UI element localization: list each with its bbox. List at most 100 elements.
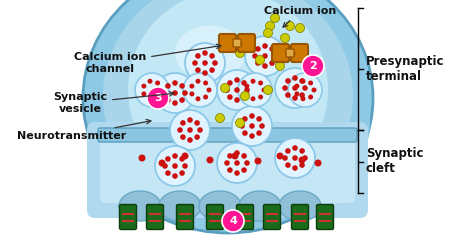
Circle shape	[292, 165, 298, 171]
Circle shape	[207, 88, 211, 93]
Circle shape	[285, 22, 294, 31]
Text: Synaptic
cleft: Synaptic cleft	[366, 148, 423, 176]
Circle shape	[135, 73, 169, 107]
Circle shape	[182, 153, 189, 159]
Circle shape	[203, 80, 208, 86]
Circle shape	[294, 84, 300, 89]
Circle shape	[285, 92, 291, 98]
Circle shape	[299, 92, 305, 98]
Circle shape	[249, 113, 255, 119]
Text: 2: 2	[309, 61, 317, 71]
Circle shape	[256, 130, 262, 136]
Circle shape	[162, 163, 168, 169]
Circle shape	[224, 160, 230, 166]
Text: Synaptic
vesicle: Synaptic vesicle	[53, 92, 174, 114]
Circle shape	[179, 83, 185, 89]
FancyBboxPatch shape	[207, 205, 224, 229]
Circle shape	[222, 210, 244, 232]
Circle shape	[275, 62, 284, 70]
Ellipse shape	[119, 191, 161, 221]
FancyBboxPatch shape	[291, 44, 308, 62]
Circle shape	[269, 46, 275, 52]
Circle shape	[195, 96, 201, 101]
Circle shape	[249, 123, 255, 129]
Circle shape	[187, 117, 193, 123]
Circle shape	[202, 60, 208, 66]
FancyBboxPatch shape	[98, 128, 357, 142]
Circle shape	[244, 87, 250, 93]
Circle shape	[195, 67, 201, 73]
Circle shape	[315, 159, 321, 166]
Circle shape	[241, 153, 247, 159]
Circle shape	[301, 96, 306, 101]
Circle shape	[172, 100, 178, 106]
Circle shape	[285, 148, 291, 154]
Circle shape	[292, 145, 298, 151]
Circle shape	[302, 55, 324, 77]
Circle shape	[162, 90, 168, 96]
Ellipse shape	[90, 73, 170, 183]
FancyBboxPatch shape	[119, 205, 137, 229]
Circle shape	[299, 156, 306, 163]
Circle shape	[141, 84, 146, 89]
Circle shape	[250, 79, 255, 84]
Circle shape	[165, 83, 171, 89]
Circle shape	[158, 88, 164, 93]
Circle shape	[212, 60, 218, 66]
FancyBboxPatch shape	[219, 34, 236, 52]
Circle shape	[180, 120, 186, 126]
Circle shape	[182, 90, 188, 96]
Circle shape	[217, 70, 257, 110]
Circle shape	[197, 127, 203, 133]
Circle shape	[242, 130, 248, 136]
Circle shape	[172, 173, 178, 179]
FancyBboxPatch shape	[146, 205, 164, 229]
Circle shape	[236, 119, 245, 127]
Circle shape	[275, 138, 315, 178]
Circle shape	[202, 50, 208, 56]
Circle shape	[234, 170, 240, 176]
Circle shape	[294, 92, 300, 96]
Circle shape	[210, 67, 215, 73]
Circle shape	[258, 80, 263, 86]
Text: Calcium ion: Calcium ion	[264, 6, 336, 27]
Ellipse shape	[239, 191, 281, 221]
Circle shape	[282, 155, 288, 161]
Text: Calcium ion
channel: Calcium ion channel	[74, 44, 221, 74]
FancyBboxPatch shape	[286, 49, 294, 57]
Circle shape	[241, 80, 247, 86]
Circle shape	[258, 94, 263, 99]
Circle shape	[238, 73, 272, 107]
Circle shape	[299, 148, 305, 154]
Circle shape	[262, 43, 268, 49]
Circle shape	[292, 155, 298, 161]
Circle shape	[192, 60, 198, 66]
Circle shape	[259, 123, 265, 129]
Circle shape	[172, 163, 178, 169]
Circle shape	[210, 53, 215, 59]
Circle shape	[275, 68, 315, 108]
Ellipse shape	[175, 26, 245, 81]
Circle shape	[295, 24, 304, 32]
Text: 4: 4	[229, 216, 237, 226]
Circle shape	[311, 88, 317, 93]
Circle shape	[232, 106, 272, 146]
Circle shape	[242, 116, 248, 122]
Ellipse shape	[128, 0, 328, 190]
Circle shape	[155, 146, 195, 186]
Circle shape	[234, 87, 240, 93]
Circle shape	[241, 94, 247, 100]
Circle shape	[269, 60, 275, 66]
Circle shape	[288, 73, 322, 107]
Circle shape	[234, 160, 240, 166]
Text: Neurotransmitter: Neurotransmitter	[18, 120, 151, 141]
Circle shape	[165, 156, 171, 162]
Circle shape	[190, 84, 194, 89]
FancyBboxPatch shape	[238, 34, 255, 52]
Circle shape	[282, 85, 288, 91]
Circle shape	[244, 160, 250, 166]
Circle shape	[262, 53, 268, 59]
Text: 3: 3	[154, 93, 162, 103]
Circle shape	[216, 114, 225, 123]
Circle shape	[302, 85, 308, 91]
